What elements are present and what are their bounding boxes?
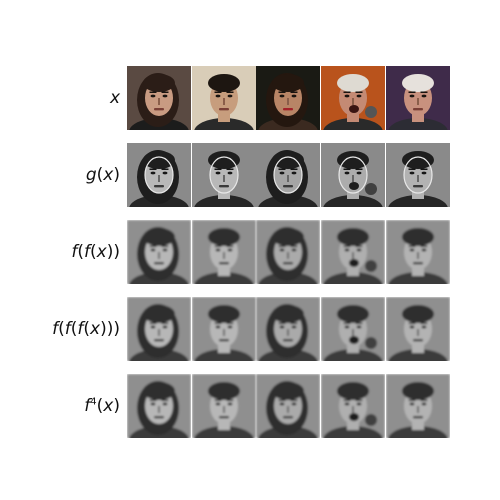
image-row-ff [127,220,450,284]
face-image-fff-older-man [386,297,450,361]
face-image-ff-older-man [386,220,450,284]
face-image-f4-older-man [386,374,450,438]
face-image-f4-man-singing [321,374,385,438]
face-image-x-man-singing [321,66,385,130]
row-label-x: x [110,88,120,108]
face-image-fff-woman-red-lips [256,297,320,361]
image-row-x [127,66,450,130]
face-image-fff-man-smiling [192,297,256,361]
face-image-ff-man-singing [321,220,385,284]
row-label-g: g(x) [86,165,120,185]
face-image-f4-man-smiling [192,374,256,438]
face-image-f4-woman-dark-hair [127,374,191,438]
face-image-fff-woman-dark-hair [127,297,191,361]
image-row-fff [127,297,450,361]
face-image-x-woman-dark-hair [127,66,191,130]
face-image-g-older-man [386,143,450,207]
face-image-x-older-man [386,66,450,130]
face-image-fff-man-singing [321,297,385,361]
face-image-g-woman-dark-hair [127,143,191,207]
face-image-g-man-singing [321,143,385,207]
face-image-ff-woman-red-lips [256,220,320,284]
face-image-x-woman-red-lips [256,66,320,130]
face-image-g-woman-red-lips [256,143,320,207]
row-label-fff: f(f(f(x))) [52,319,120,339]
face-image-ff-man-smiling [192,220,256,284]
row-label-f4: f4(x) [84,396,120,416]
face-image-f4-woman-red-lips [256,374,320,438]
face-image-g-man-smiling [192,143,256,207]
row-label-ff: f(f(x)) [71,242,120,262]
image-row-g [127,143,450,207]
image-row-f4 [127,374,450,438]
face-image-x-man-smiling [192,66,256,130]
face-image-ff-woman-dark-hair [127,220,191,284]
